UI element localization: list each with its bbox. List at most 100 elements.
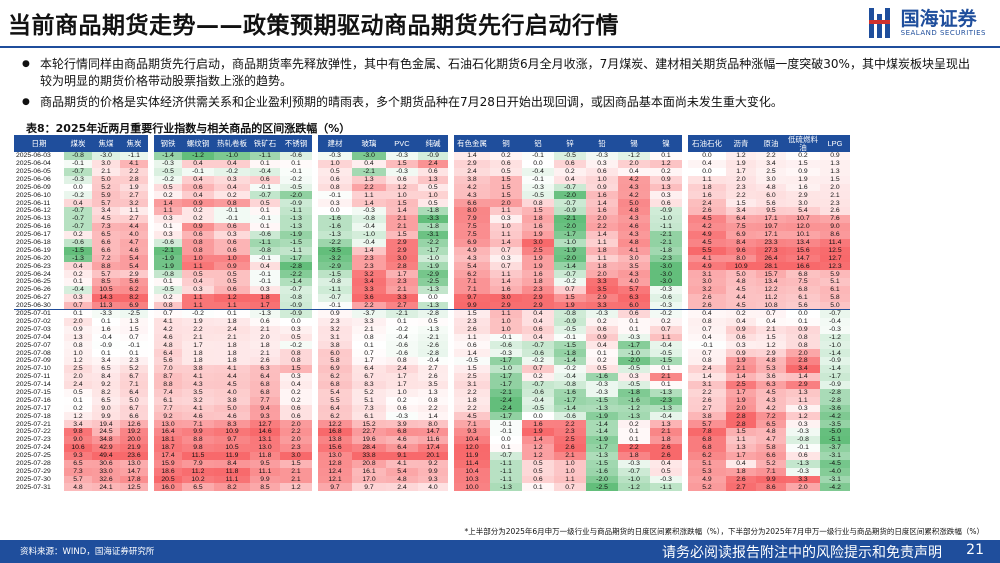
value-cell: 1.4 [490, 238, 522, 247]
column-gap [682, 254, 688, 263]
value-cell: -3.0 [92, 152, 120, 160]
value-cell: 2.7 [386, 301, 418, 310]
value-cell: -0.7 [318, 294, 352, 302]
column-gap [448, 270, 454, 279]
value-cell: -1.2 [618, 404, 650, 413]
value-cell: 34.8 [92, 436, 120, 444]
value-cell: 2.1 [182, 333, 214, 342]
value-cell: 2.3 [820, 199, 850, 208]
date-cell: 2025-07-28 [16, 460, 51, 467]
table-row: 2025-06-16 -0.7 7.3 4.4 0.1 0.9 0.6 0.1 -1.3 -1.6… [14, 223, 850, 231]
value-cell: -1.3 [618, 412, 650, 421]
value-cell: 1.9 [522, 428, 554, 437]
value-cell: 10.6 [64, 443, 92, 452]
value-cell: 1.3 [418, 175, 448, 184]
value-cell: 5.5 [318, 396, 352, 405]
value-cell: -2.3 [650, 254, 682, 263]
value-cell: -2.2 [418, 238, 448, 247]
value-cell: 0.1 [618, 428, 650, 437]
column-gap [148, 207, 154, 216]
disclaimer-text: 请务必阅读报告附注中的风险提示和免责声明 [662, 545, 942, 561]
value-cell: 6.3 [618, 294, 650, 302]
column-header: 纯碱 [418, 135, 448, 152]
value-cell: 4.3 [454, 254, 490, 263]
value-cell: 0.1 [64, 278, 92, 287]
value-cell: 2.9 [490, 301, 522, 310]
value-cell: 4.8 [726, 278, 756, 287]
value-cell: 5.2 [92, 183, 120, 192]
value-cell: -0.3 [786, 467, 820, 476]
value-cell: 0.7 [650, 325, 682, 334]
column-gap [148, 238, 154, 247]
value-cell: -1.8 [554, 349, 586, 358]
column-header: 锌 [554, 135, 586, 152]
column-gap [448, 262, 454, 271]
value-cell: -0.7 [618, 467, 650, 476]
value-cell: 4.5 [454, 412, 490, 421]
column-gap [682, 199, 688, 208]
value-cell: -3.1 [820, 475, 850, 484]
value-cell: 0.4 [688, 333, 726, 342]
column-gap [148, 230, 154, 239]
value-cell: 0.3 [726, 341, 756, 350]
value-cell: 1.6 [522, 270, 554, 279]
column-header: 煤炭 [64, 135, 92, 152]
value-cell: -0.2 [554, 365, 586, 373]
value-cell: -1.3 [650, 388, 682, 397]
date-cell: 2025-06-27 [16, 294, 51, 302]
table-row: 2025-06-03 -0.8 -3.0 -1.1 -1.4 -1.2 -1.0 -1.1 -0… [14, 152, 850, 160]
value-cell: 0.0 [688, 167, 726, 176]
value-cell: 32.6 [92, 475, 120, 484]
value-cell: -0.1 [786, 443, 820, 452]
column-gap [448, 159, 454, 168]
value-cell: -0.3 [586, 388, 618, 397]
date-cell: 2025-06-24 [16, 270, 51, 278]
column-gap [448, 183, 454, 192]
value-cell: -0.9 [820, 380, 850, 389]
value-cell: -0.1 [214, 215, 250, 224]
value-cell: 20.0 [120, 436, 148, 444]
table-row: 2025-06-27 0.3 14.3 8.2 0.2 1.1 1.2 1.8 -0.8 -0.7… [14, 294, 850, 302]
value-cell: -2.1 [554, 215, 586, 224]
value-cell: 4.5 [726, 301, 756, 310]
value-cell: 5.5 [688, 246, 726, 255]
value-cell: 1.4 [586, 199, 618, 208]
value-cell: 0.2 [586, 357, 618, 366]
value-cell: 0.4 [726, 317, 756, 326]
column-gap [148, 215, 154, 224]
value-cell: 3.5 [418, 380, 448, 389]
value-cell: 19.7 [756, 223, 786, 231]
table-row: 2025-06-23 0.4 8.8 5.4 -1.9 1.1 0.9 0.4 -2.8 -2.9… [14, 262, 850, 271]
value-cell: 6.8 [786, 270, 820, 279]
value-cell: -0.8 [786, 436, 820, 444]
table-row: 2025-07-07 0.8 -0.9 -0.1 4.8 1.7 1.8 1.8 -0.2 3.8… [14, 341, 850, 350]
value-cell: 4.8 [756, 357, 786, 366]
column-gap [682, 223, 688, 231]
value-cell: 1.5 [522, 207, 554, 216]
value-cell: -0.3 [522, 183, 554, 192]
value-cell: -0.1 [120, 341, 148, 350]
table-row: 2025-06-09 0.0 5.2 1.9 0.5 0.6 0.4 -0.1 -0.5 0.8 2… [14, 183, 850, 192]
value-cell: 0.5 [586, 365, 618, 373]
value-cell: 3.1 [454, 380, 490, 389]
column-gap [312, 412, 318, 421]
value-cell: 13.1 [250, 436, 280, 444]
value-cell: 4.1 [386, 459, 418, 468]
value-cell: -0.4 [650, 412, 682, 421]
table-row: 2025-06-26 -0.4 10.5 6.2 -0.5 0.3 0.6 0.3 -0.7 -1… [14, 286, 850, 295]
value-cell: 6.1 [154, 396, 182, 405]
value-cell: 0.2 [490, 152, 522, 160]
column-gap [312, 270, 318, 279]
value-cell: 0.6 [280, 404, 312, 413]
value-cell: -0.1 [250, 215, 280, 224]
value-cell: 1.1 [490, 270, 522, 279]
table-row: 2025-07-29 7.3 33.0 14.7 18.6 11.2 11.8 11.1 2.1… [14, 467, 850, 476]
value-cell: 2.6 [820, 207, 850, 216]
value-cell: 4.5 [92, 215, 120, 224]
column-gap [312, 301, 318, 310]
column-gap [448, 412, 454, 421]
value-cell: -2.1 [418, 333, 448, 342]
value-cell: 2.1 [386, 286, 418, 295]
value-cell: 13.8 [318, 436, 352, 444]
value-cell: -1.6 [586, 467, 618, 476]
